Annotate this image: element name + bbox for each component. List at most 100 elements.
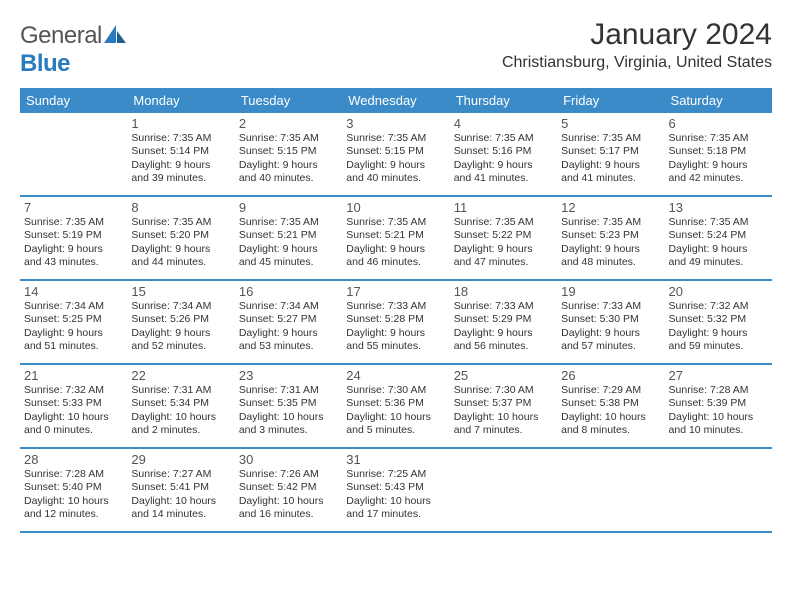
sunrise-text: Sunrise: 7:35 AM (24, 216, 123, 229)
sunset-text: Sunset: 5:29 PM (454, 313, 553, 326)
sunrise-text: Sunrise: 7:32 AM (24, 384, 123, 397)
calendar-day: 20Sunrise: 7:32 AMSunset: 5:32 PMDayligh… (665, 281, 772, 363)
page-title: January 2024 (502, 18, 772, 52)
daylight-text: and 10 minutes. (669, 424, 768, 437)
daylight-text: and 44 minutes. (131, 256, 230, 269)
day-number: 4 (454, 116, 553, 131)
calendar-day: 26Sunrise: 7:29 AMSunset: 5:38 PMDayligh… (557, 365, 664, 447)
sunset-text: Sunset: 5:33 PM (24, 397, 123, 410)
sunrise-text: Sunrise: 7:30 AM (454, 384, 553, 397)
day-number: 7 (24, 200, 123, 215)
calendar-day: 4Sunrise: 7:35 AMSunset: 5:16 PMDaylight… (450, 113, 557, 195)
sunrise-text: Sunrise: 7:33 AM (561, 300, 660, 313)
daylight-text: and 45 minutes. (239, 256, 338, 269)
sunset-text: Sunset: 5:28 PM (346, 313, 445, 326)
calendar-day: 5Sunrise: 7:35 AMSunset: 5:17 PMDaylight… (557, 113, 664, 195)
sail-icon (104, 22, 126, 50)
daylight-text: Daylight: 9 hours (454, 327, 553, 340)
day-number: 13 (669, 200, 768, 215)
day-number: 17 (346, 284, 445, 299)
day-number: 2 (239, 116, 338, 131)
header-right: January 2024 Christiansburg, Virginia, U… (502, 18, 772, 72)
calendar-day: 14Sunrise: 7:34 AMSunset: 5:25 PMDayligh… (20, 281, 127, 363)
daylight-text: and 7 minutes. (454, 424, 553, 437)
daylight-text: and 3 minutes. (239, 424, 338, 437)
sunrise-text: Sunrise: 7:31 AM (131, 384, 230, 397)
sunrise-text: Sunrise: 7:35 AM (131, 216, 230, 229)
calendar-week: 1Sunrise: 7:35 AMSunset: 5:14 PMDaylight… (20, 113, 772, 197)
calendar-empty-cell (20, 113, 127, 195)
sunrise-text: Sunrise: 7:29 AM (561, 384, 660, 397)
daylight-text: Daylight: 9 hours (669, 327, 768, 340)
day-number: 20 (669, 284, 768, 299)
calendar-day: 8Sunrise: 7:35 AMSunset: 5:20 PMDaylight… (127, 197, 234, 279)
logo-text: GeneralBlue (20, 22, 126, 78)
daylight-text: and 2 minutes. (131, 424, 230, 437)
calendar-week: 7Sunrise: 7:35 AMSunset: 5:19 PMDaylight… (20, 197, 772, 281)
calendar-day: 6Sunrise: 7:35 AMSunset: 5:18 PMDaylight… (665, 113, 772, 195)
day-number: 14 (24, 284, 123, 299)
sunrise-text: Sunrise: 7:34 AM (131, 300, 230, 313)
daylight-text: and 55 minutes. (346, 340, 445, 353)
calendar-day: 30Sunrise: 7:26 AMSunset: 5:42 PMDayligh… (235, 449, 342, 531)
sunrise-text: Sunrise: 7:35 AM (239, 132, 338, 145)
calendar-empty-cell (450, 449, 557, 531)
daylight-text: and 46 minutes. (346, 256, 445, 269)
calendar-day: 29Sunrise: 7:27 AMSunset: 5:41 PMDayligh… (127, 449, 234, 531)
daylight-text: Daylight: 9 hours (561, 327, 660, 340)
daylight-text: Daylight: 9 hours (24, 243, 123, 256)
sunrise-text: Sunrise: 7:27 AM (131, 468, 230, 481)
calendar: Sunday Monday Tuesday Wednesday Thursday… (20, 88, 772, 533)
sunrise-text: Sunrise: 7:35 AM (239, 216, 338, 229)
calendar-day-header: Sunday Monday Tuesday Wednesday Thursday… (20, 88, 772, 113)
calendar-day: 27Sunrise: 7:28 AMSunset: 5:39 PMDayligh… (665, 365, 772, 447)
sunset-text: Sunset: 5:37 PM (454, 397, 553, 410)
calendar-day: 17Sunrise: 7:33 AMSunset: 5:28 PMDayligh… (342, 281, 449, 363)
sunset-text: Sunset: 5:17 PM (561, 145, 660, 158)
sunset-text: Sunset: 5:20 PM (131, 229, 230, 242)
sunset-text: Sunset: 5:40 PM (24, 481, 123, 494)
logo-general: General (20, 22, 102, 49)
dayheader-mon: Monday (127, 88, 234, 113)
day-number: 5 (561, 116, 660, 131)
daylight-text: and 40 minutes. (239, 172, 338, 185)
day-number: 27 (669, 368, 768, 383)
calendar-day: 25Sunrise: 7:30 AMSunset: 5:37 PMDayligh… (450, 365, 557, 447)
daylight-text: Daylight: 10 hours (561, 411, 660, 424)
sunset-text: Sunset: 5:15 PM (239, 145, 338, 158)
daylight-text: and 16 minutes. (239, 508, 338, 521)
sunset-text: Sunset: 5:34 PM (131, 397, 230, 410)
calendar-week: 21Sunrise: 7:32 AMSunset: 5:33 PMDayligh… (20, 365, 772, 449)
sunrise-text: Sunrise: 7:34 AM (239, 300, 338, 313)
sunrise-text: Sunrise: 7:31 AM (239, 384, 338, 397)
calendar-day: 2Sunrise: 7:35 AMSunset: 5:15 PMDaylight… (235, 113, 342, 195)
daylight-text: and 14 minutes. (131, 508, 230, 521)
calendar-day: 28Sunrise: 7:28 AMSunset: 5:40 PMDayligh… (20, 449, 127, 531)
day-number: 30 (239, 452, 338, 467)
daylight-text: and 52 minutes. (131, 340, 230, 353)
daylight-text: and 41 minutes. (454, 172, 553, 185)
calendar-day: 15Sunrise: 7:34 AMSunset: 5:26 PMDayligh… (127, 281, 234, 363)
dayheader-sun: Sunday (20, 88, 127, 113)
daylight-text: Daylight: 9 hours (346, 327, 445, 340)
calendar-day: 3Sunrise: 7:35 AMSunset: 5:15 PMDaylight… (342, 113, 449, 195)
sunrise-text: Sunrise: 7:35 AM (669, 132, 768, 145)
sunrise-text: Sunrise: 7:33 AM (346, 300, 445, 313)
daylight-text: and 12 minutes. (24, 508, 123, 521)
calendar-day: 31Sunrise: 7:25 AMSunset: 5:43 PMDayligh… (342, 449, 449, 531)
daylight-text: Daylight: 10 hours (24, 411, 123, 424)
daylight-text: Daylight: 9 hours (239, 159, 338, 172)
daylight-text: and 56 minutes. (454, 340, 553, 353)
sunrise-text: Sunrise: 7:35 AM (346, 132, 445, 145)
sunrise-text: Sunrise: 7:28 AM (669, 384, 768, 397)
sunset-text: Sunset: 5:35 PM (239, 397, 338, 410)
logo-blue: Blue (20, 50, 70, 77)
header: GeneralBlue January 2024 Christiansburg,… (20, 18, 772, 78)
day-number: 15 (131, 284, 230, 299)
sunset-text: Sunset: 5:43 PM (346, 481, 445, 494)
calendar-day: 24Sunrise: 7:30 AMSunset: 5:36 PMDayligh… (342, 365, 449, 447)
sunset-text: Sunset: 5:16 PM (454, 145, 553, 158)
sunset-text: Sunset: 5:30 PM (561, 313, 660, 326)
day-number: 12 (561, 200, 660, 215)
day-number: 28 (24, 452, 123, 467)
